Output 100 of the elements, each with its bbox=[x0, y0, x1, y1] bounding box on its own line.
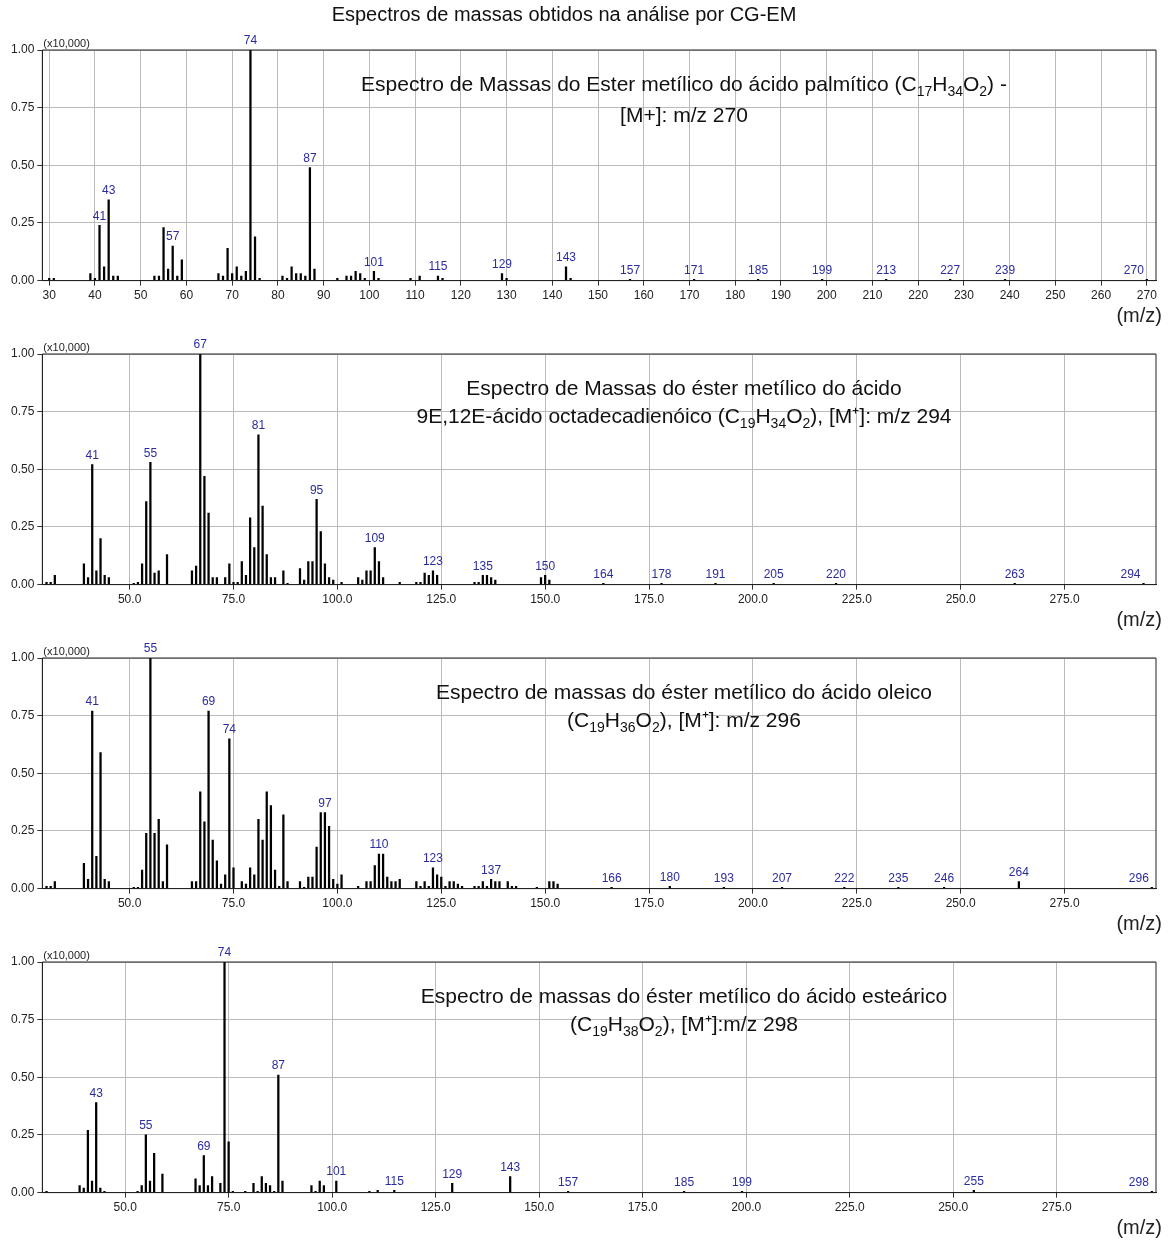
x-axis-title: (m/z) bbox=[1116, 1215, 1162, 1238]
annotation: 180 bbox=[659, 869, 681, 884]
annotation: 41 bbox=[85, 448, 100, 462]
x-axis-title: (m/z) bbox=[1116, 303, 1162, 326]
annotation: 95 bbox=[309, 482, 324, 497]
x-tick-label: 125.0 bbox=[426, 896, 457, 911]
y-tick-label: 0.75 bbox=[11, 99, 35, 114]
y-tick-label: 0.75 bbox=[11, 707, 35, 722]
y-axis-title: (x10,000) bbox=[43, 340, 90, 353]
annotation: 143 bbox=[556, 250, 577, 265]
annotation: 157 bbox=[558, 1174, 579, 1189]
x-tick-label: 200.0 bbox=[737, 592, 769, 607]
annotation: 55 bbox=[143, 445, 158, 460]
annotation: 207 bbox=[772, 870, 793, 885]
annotation: 166 bbox=[601, 870, 622, 885]
text: Espectro de massas do éster metílico do ácido esteárico (C$_{19}$H$_{38}$O$_{2}$), [M⁺]:m/z 298 bbox=[419, 983, 949, 1042]
x-tick-label: 80 bbox=[271, 288, 285, 303]
annotation: 239 bbox=[995, 262, 1016, 277]
annotation: 263 bbox=[1004, 566, 1026, 581]
y-tick-label: 0.00 bbox=[11, 272, 35, 287]
annotation: 199 bbox=[731, 1174, 753, 1189]
x-tick-label: 275.0 bbox=[1041, 1200, 1072, 1215]
x-tick-label: 50.0 bbox=[117, 592, 142, 607]
y-tick-label: 0.00 bbox=[11, 576, 35, 591]
x-tick-label: 150.0 bbox=[530, 896, 561, 911]
chart-title: Espectros de massas obtidos na análise por CG-EM bbox=[330, 2, 798, 27]
annotation: 110 bbox=[369, 837, 389, 852]
x-tick-label: 160 bbox=[633, 288, 655, 303]
x-tick-label: 50 bbox=[134, 288, 148, 303]
annotation: 150 bbox=[535, 558, 556, 573]
x-tick-label: 225.0 bbox=[841, 592, 873, 607]
x-tick-label: 210 bbox=[862, 288, 883, 303]
x-tick-label: 100.0 bbox=[322, 592, 353, 607]
annotation: 294 bbox=[1120, 566, 1141, 581]
x-tick-label: 150.0 bbox=[524, 1200, 555, 1215]
annotation: 123 bbox=[422, 851, 444, 866]
annotation: 264 bbox=[1008, 864, 1030, 879]
x-tick-label: 175.0 bbox=[634, 592, 665, 607]
x-tick-label: 75.0 bbox=[221, 592, 246, 607]
y-tick-label: 0.25 bbox=[11, 519, 35, 534]
annotation: 57 bbox=[166, 229, 180, 244]
x-tick-label: 230 bbox=[953, 288, 975, 303]
annotation: 135 bbox=[472, 558, 494, 573]
x-tick-label: 110 bbox=[405, 288, 425, 303]
annotation: 129 bbox=[442, 1166, 463, 1181]
x-tick-label: 70 bbox=[225, 288, 240, 303]
annotation: 296 bbox=[1128, 870, 1150, 885]
y-axis-title: (x10,000) bbox=[43, 36, 90, 49]
x-tick-label: 40 bbox=[88, 288, 102, 303]
x-tick-label: 225.0 bbox=[834, 1200, 865, 1215]
annotation: 185 bbox=[748, 262, 769, 277]
y-tick-label: 0.75 bbox=[11, 1011, 35, 1026]
annotation: 137 bbox=[481, 862, 502, 877]
annotation: 164 bbox=[593, 566, 614, 581]
x-tick-label: 75.0 bbox=[216, 1200, 241, 1215]
annotation: 41 bbox=[85, 694, 100, 709]
x-tick-label: 150 bbox=[588, 288, 609, 303]
x-tick-label: 120 bbox=[450, 288, 472, 303]
annotation: 109 bbox=[364, 531, 386, 546]
annotation: 191 bbox=[705, 566, 726, 581]
y-axis-title: (x10,000) bbox=[43, 644, 90, 657]
annotation: 129 bbox=[491, 256, 513, 271]
text: Espectro de Massas do Ester metílico do ácido palmítico (C$_{17}$H$_{34}$O$_{2}$) - [M+]: m/z 270 bbox=[361, 72, 1007, 127]
y-tick-label: 0.00 bbox=[11, 1184, 35, 1199]
annotation: 69 bbox=[201, 694, 216, 709]
x-tick-label: 100.0 bbox=[317, 1200, 348, 1215]
x-tick-label: 275.0 bbox=[1049, 896, 1080, 911]
annotation: 115 bbox=[384, 1173, 405, 1188]
x-tick-label: 100 bbox=[359, 288, 380, 303]
y-tick-label: 0.50 bbox=[11, 1069, 35, 1084]
y-tick-label: 0.25 bbox=[11, 1127, 35, 1142]
annotation: 67 bbox=[193, 337, 208, 352]
annotation: 270 bbox=[1123, 262, 1145, 277]
y-tick-label: 0.25 bbox=[11, 823, 35, 838]
y-tick-label: 0.50 bbox=[11, 157, 35, 172]
x-tick-label: 260 bbox=[1091, 288, 1112, 303]
x-tick-label: 250.0 bbox=[945, 592, 977, 607]
annotation: 87 bbox=[303, 150, 317, 165]
x-tick-label: 140 bbox=[542, 288, 563, 303]
annotation: 298 bbox=[1128, 1174, 1150, 1189]
annotation: 193 bbox=[713, 870, 735, 885]
annotation: 81 bbox=[251, 418, 266, 433]
x-tick-label: 200.0 bbox=[731, 1200, 762, 1215]
x-tick-label: 175.0 bbox=[627, 1200, 658, 1215]
x-tick-label: 250 bbox=[1045, 288, 1066, 303]
annotation: 205 bbox=[763, 566, 785, 581]
annotation: 222 bbox=[834, 870, 855, 885]
x-tick-label: 100.0 bbox=[322, 896, 353, 911]
x-axis-title: (m/z) bbox=[1116, 911, 1162, 934]
annotation: 213 bbox=[876, 262, 897, 277]
annotation: 55 bbox=[143, 641, 158, 656]
annotation: 74 bbox=[217, 945, 232, 960]
x-tick-label: 180 bbox=[725, 288, 746, 303]
x-tick-label: 125.0 bbox=[420, 1200, 451, 1215]
x-tick-label: 175.0 bbox=[634, 896, 665, 911]
x-tick-label: 50.0 bbox=[113, 1200, 138, 1215]
annotation: 185 bbox=[674, 1174, 695, 1189]
annotation: 69 bbox=[197, 1139, 211, 1154]
y-tick-label: 1.00 bbox=[11, 650, 35, 665]
annotation: 255 bbox=[963, 1173, 985, 1188]
